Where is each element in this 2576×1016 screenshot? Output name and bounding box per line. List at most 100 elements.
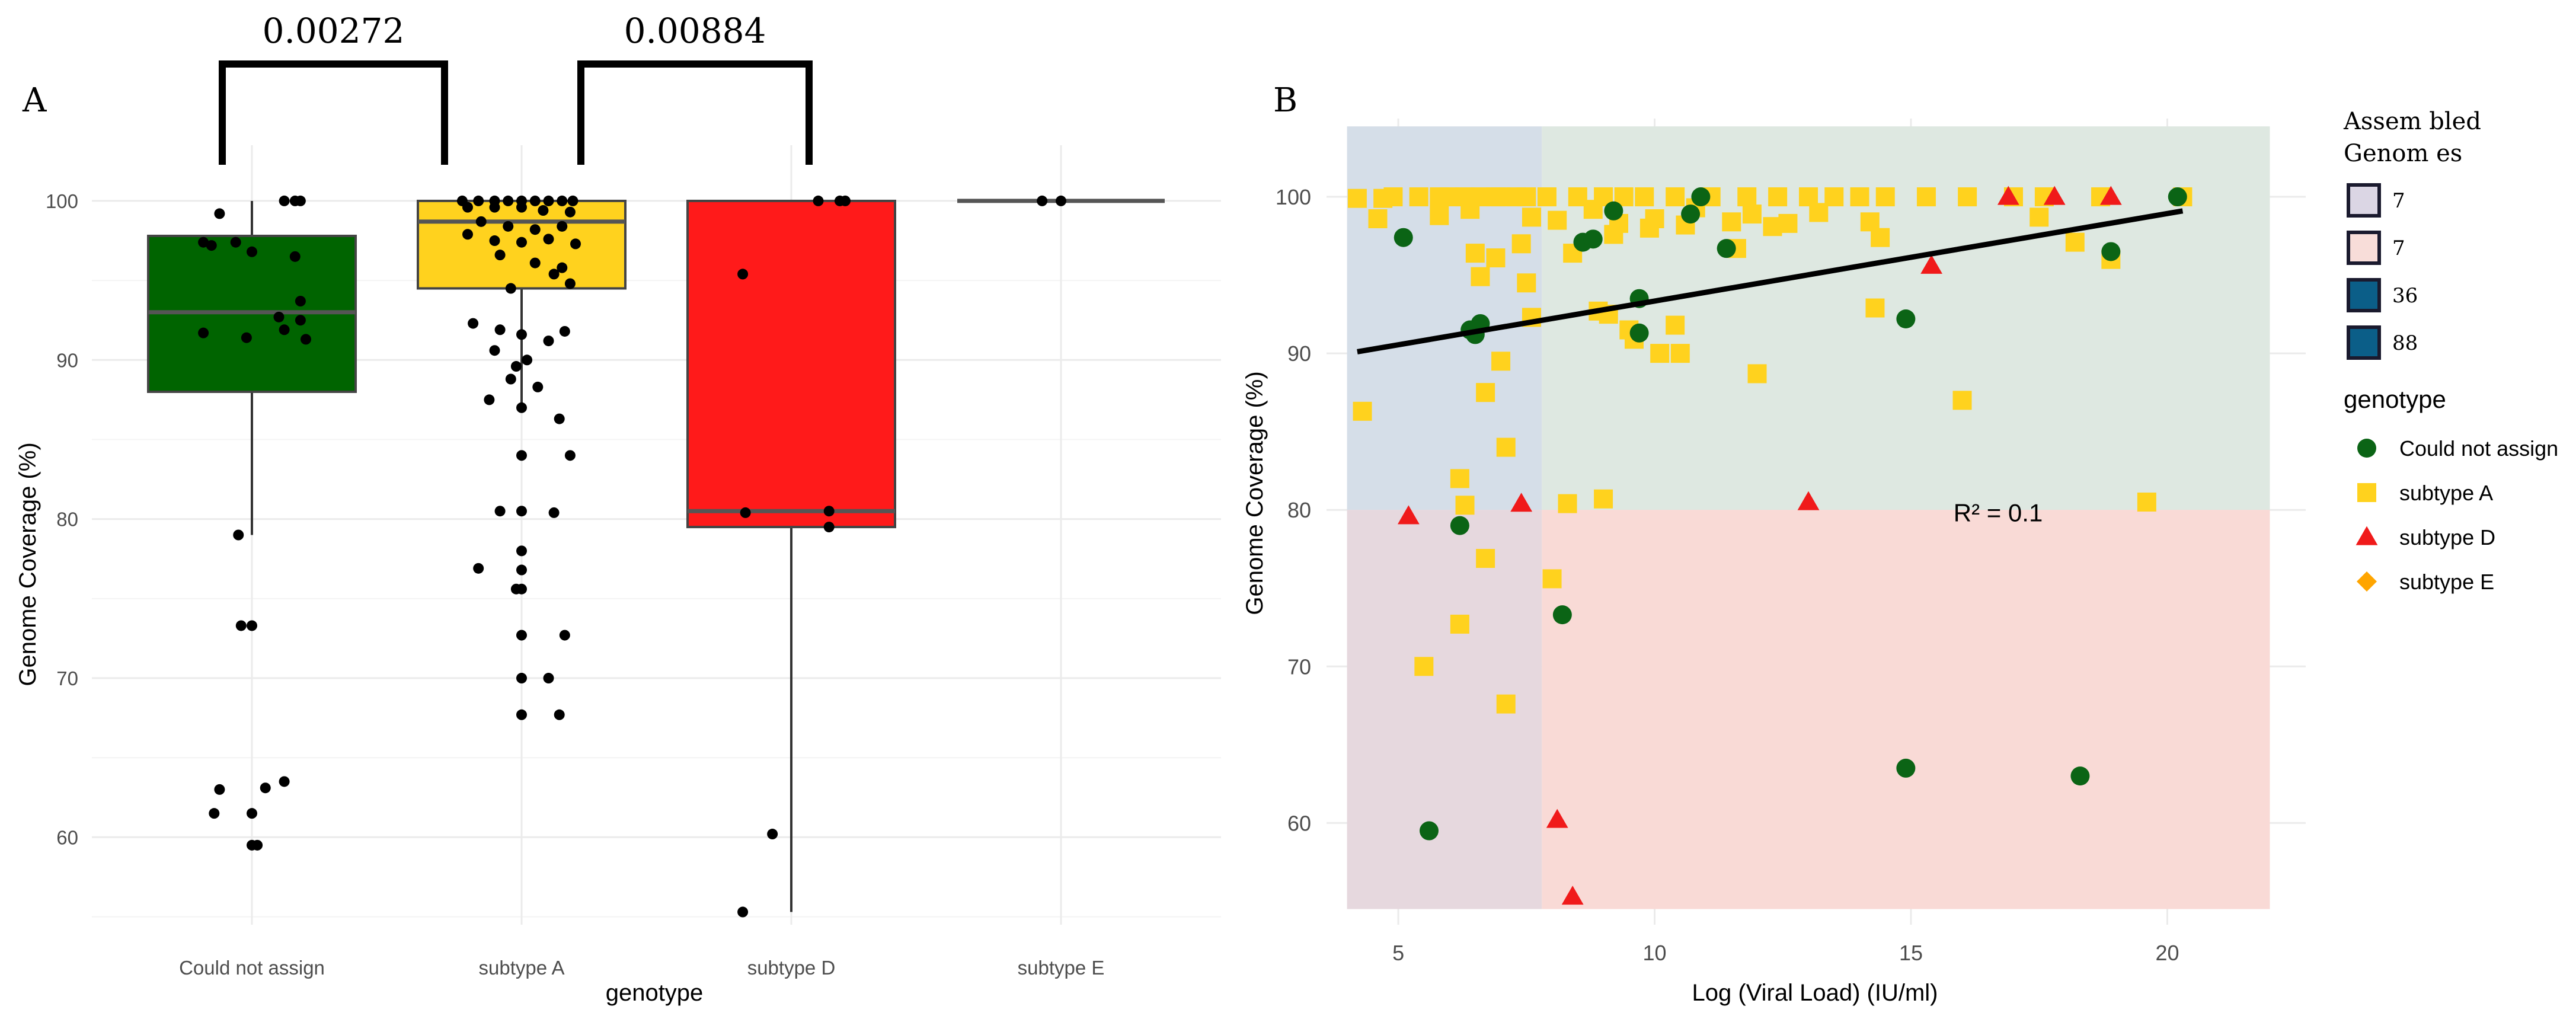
jitter-point [559, 630, 570, 641]
jitter-point [564, 278, 576, 289]
scatter-point-square [1460, 200, 1480, 219]
panel-b-x-tick: 15 [1899, 941, 1923, 965]
jitter-point [484, 394, 495, 405]
panel-a-y-tick: 80 [56, 509, 78, 531]
scatter-point-square [1722, 212, 1741, 232]
scatter-point-square [2065, 232, 2085, 252]
jitter-point [516, 202, 527, 213]
genotype-legend-title: genotype [2344, 385, 2446, 413]
scatter-point-square [1496, 437, 1516, 457]
shaded-region [1542, 510, 2270, 909]
jitter-point [214, 784, 225, 795]
jitter-point [475, 216, 487, 227]
scatter-point-triangle [1546, 809, 1568, 828]
panel-a-y-axis-label: Genome Coverage (%) [15, 442, 41, 686]
jitter-point [279, 195, 290, 206]
jitter-point [543, 336, 554, 347]
jitter-point [260, 782, 271, 794]
regression-line [1357, 208, 2184, 354]
scatter-point-circle [2070, 766, 2090, 786]
jitter-point [570, 238, 581, 250]
jitter-point [823, 522, 835, 533]
scatter-point-triangle [2043, 186, 2066, 205]
panel-a-x-tick: subtype A [479, 957, 565, 979]
genomes-legend-title-line1: Assem bled [2343, 108, 2481, 135]
regression-line-path [1357, 208, 2184, 354]
jitter-point [516, 402, 527, 413]
jitter-point [462, 229, 473, 240]
genotype-legend: genotype Could not assign subtype A subtyp… [2344, 385, 2558, 594]
scatter-point-square [1383, 187, 1403, 207]
scatter-point-square [1517, 273, 1536, 293]
genome-legend-label: 7 [2392, 189, 2405, 213]
jitter-point [564, 450, 576, 461]
panel-a-x-axis-label: genotype [606, 980, 704, 1006]
scatter-point-square [1875, 187, 1895, 207]
jitter-point [840, 195, 851, 206]
jitter-point [554, 709, 565, 720]
r-squared-annotation: R² = 0.1 [1954, 499, 2043, 526]
scatter-point-square [1809, 203, 1829, 222]
jitter-point [462, 202, 473, 213]
bracket [577, 60, 813, 165]
jitter-point [252, 839, 263, 851]
jitter-point [503, 195, 514, 206]
scatter-point-square [1450, 469, 1469, 488]
jitter-point [516, 506, 527, 517]
panel-a-points [198, 195, 1066, 918]
panel-a-y-tick: 60 [56, 826, 78, 848]
jitter-point [473, 563, 484, 574]
jitter-point [295, 296, 306, 306]
jitter-point [295, 195, 306, 206]
scatter-point-circle [1450, 516, 1469, 535]
scatter-point-circle [1717, 239, 1736, 258]
scatter-point-triangle [1997, 186, 2019, 205]
jitter-point [494, 506, 506, 517]
panel-b-y-tick: 70 [1287, 654, 1311, 679]
scatter-point-square [1639, 218, 1659, 238]
scatter-point-square [1871, 228, 1890, 247]
jitter-point [737, 269, 749, 280]
genome-legend-key [2347, 278, 2381, 312]
jitter-point [543, 195, 554, 206]
genotype-legend-key-square [2357, 483, 2376, 502]
jitter-point [301, 334, 311, 345]
panel-b-x-tick: 5 [1392, 941, 1404, 965]
scatter-point-square [1958, 187, 1977, 207]
jitter-point [510, 361, 522, 372]
p-value-label: 0.00272 [263, 11, 405, 51]
jitter-point [1056, 195, 1066, 206]
genome-legend-key [2347, 231, 2381, 265]
scatter-point-square [1517, 187, 1536, 207]
scatter-point-square [1737, 187, 1757, 207]
panel-a-y-tick: 100 [46, 190, 78, 212]
scatter-point-square [1768, 187, 1788, 207]
jitter-point [209, 808, 220, 819]
scatter-point-square [1865, 298, 1885, 318]
scatter-point-triangle [1397, 505, 1420, 525]
genotype-legend-key-triangle [2356, 526, 2378, 545]
jitter-point [516, 329, 527, 340]
significance-brackets: 0.00272 0.00884 [219, 11, 813, 165]
jitter-point [489, 235, 500, 247]
scatter-point-square [1952, 391, 1972, 410]
p-value-label: 0.00884 [624, 11, 766, 51]
genotype-legend-label: subtype D [2399, 525, 2495, 549]
jitter-point [198, 327, 209, 338]
genome-legend-key [2347, 183, 2381, 218]
scatter-point-triangle [1797, 491, 1820, 510]
scatter-point-circle [1896, 758, 1916, 778]
jitter-point [564, 206, 576, 218]
jitter-point [494, 250, 506, 261]
jitter-point [543, 673, 554, 684]
jitter-point [214, 208, 225, 219]
scatter-point-circle [1604, 201, 1623, 221]
scatter-point-square [1347, 188, 1367, 208]
jitter-point [543, 234, 554, 245]
jitter-point [567, 195, 579, 206]
genotype-legend-key-circle [2357, 439, 2376, 458]
jitter-point [548, 269, 560, 280]
jitter-point [468, 318, 479, 329]
jitter-point [247, 620, 257, 631]
